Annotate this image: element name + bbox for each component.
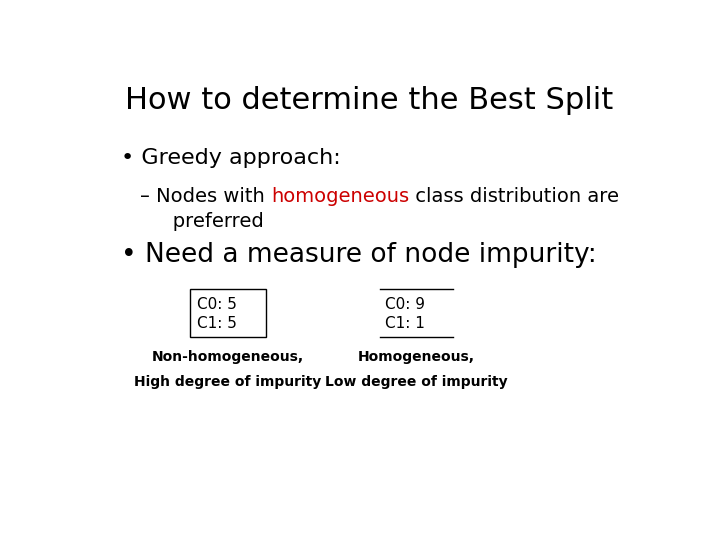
Text: Homogeneous,: Homogeneous, [358,349,475,363]
Text: • Greedy approach:: • Greedy approach: [121,148,341,168]
Text: preferred: preferred [154,212,264,232]
Text: • Need a measure of node impurity:: • Need a measure of node impurity: [121,241,596,267]
Text: homogeneous: homogeneous [271,187,410,206]
Text: Low degree of impurity: Low degree of impurity [325,375,508,389]
Bar [190,289,266,337]
Text: Non-homogeneous,: Non-homogeneous, [152,349,304,363]
Text: High degree of impurity: High degree of impurity [135,375,322,389]
Text: C1: 1: C1: 1 [384,316,425,332]
Text: class distribution are: class distribution are [410,187,619,206]
Text: C0: 9: C0: 9 [384,297,425,312]
Text: C0: 5: C0: 5 [197,297,237,312]
Text: How to determine the Best Split: How to determine the Best Split [125,85,613,114]
Text: – Nodes with: – Nodes with [140,187,271,206]
Text: C1: 5: C1: 5 [197,316,237,332]
